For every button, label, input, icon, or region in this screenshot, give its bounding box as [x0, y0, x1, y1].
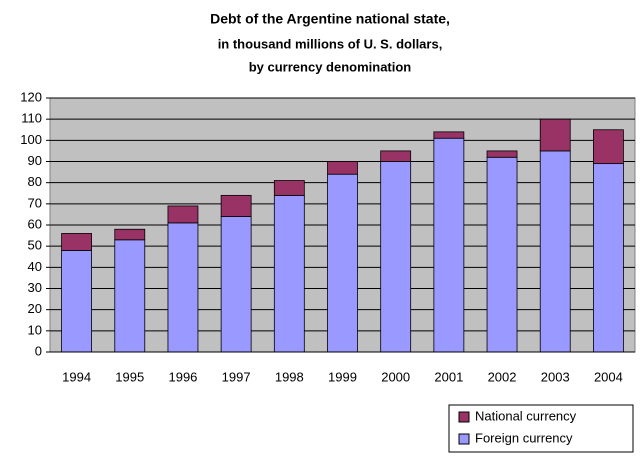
x-tick-label: 1998 [275, 369, 304, 384]
x-tick-label: 1997 [222, 369, 251, 384]
y-tick-label: 70 [28, 195, 42, 210]
x-tick-label: 2001 [434, 369, 463, 384]
bar-segment [433, 137, 465, 353]
bar-segment [220, 194, 252, 217]
y-tick-label: 10 [28, 322, 42, 337]
chart-subtitle: by currency denomination [249, 59, 412, 74]
y-tick-label: 30 [28, 280, 42, 295]
bar-segment [380, 161, 412, 353]
x-tick-label: 2002 [488, 369, 517, 384]
bar-segment [593, 163, 624, 353]
bar-segment [486, 150, 518, 158]
bar-segment [61, 233, 92, 251]
bar-segment [327, 173, 358, 353]
x-tick-label: 1999 [328, 369, 357, 384]
y-tick-label: 120 [20, 89, 42, 104]
x-tick-label: 2000 [381, 369, 410, 384]
y-tick-label: 40 [28, 259, 42, 274]
y-tick-label: 50 [28, 238, 42, 253]
x-tick-label: 2003 [541, 369, 570, 384]
bar-segment [273, 194, 305, 353]
legend-box [448, 404, 634, 453]
bar-segment [539, 118, 571, 152]
bar-segment [114, 228, 146, 241]
legend-swatch [458, 433, 470, 445]
bar-segment [114, 239, 146, 353]
y-tick-label: 20 [28, 301, 42, 316]
legend-label: National currency [475, 408, 577, 423]
x-tick-label: 1994 [62, 369, 91, 384]
y-tick-label: 90 [28, 153, 42, 168]
legend-label: Foreign currency [475, 430, 573, 445]
bar-segment [167, 205, 199, 224]
chart-title: Debt of the Argentine national state, [210, 11, 450, 27]
y-tick-label: 80 [28, 174, 42, 189]
bar-segment [327, 161, 358, 175]
x-tick-label: 1996 [168, 369, 197, 384]
chart-subtitle: in thousand millions of U. S. dollars, [218, 36, 443, 51]
bar-segment [167, 222, 199, 353]
bar-segment [61, 249, 92, 353]
bar-segment [593, 129, 624, 165]
bar-segment [433, 131, 465, 139]
x-tick-label: 2004 [594, 369, 623, 384]
y-tick-label: 110 [21, 111, 42, 126]
bar-segment [220, 216, 252, 353]
y-tick-label: 60 [28, 216, 42, 231]
bar-segment [486, 156, 518, 353]
bar-segment [539, 150, 571, 353]
x-tick-label: 1995 [115, 369, 144, 384]
legend-swatch [458, 411, 470, 423]
bar-segment [273, 180, 305, 196]
y-tick-label: 0 [35, 343, 42, 358]
y-tick-label: 100 [20, 132, 42, 147]
bar-segment [380, 150, 412, 162]
